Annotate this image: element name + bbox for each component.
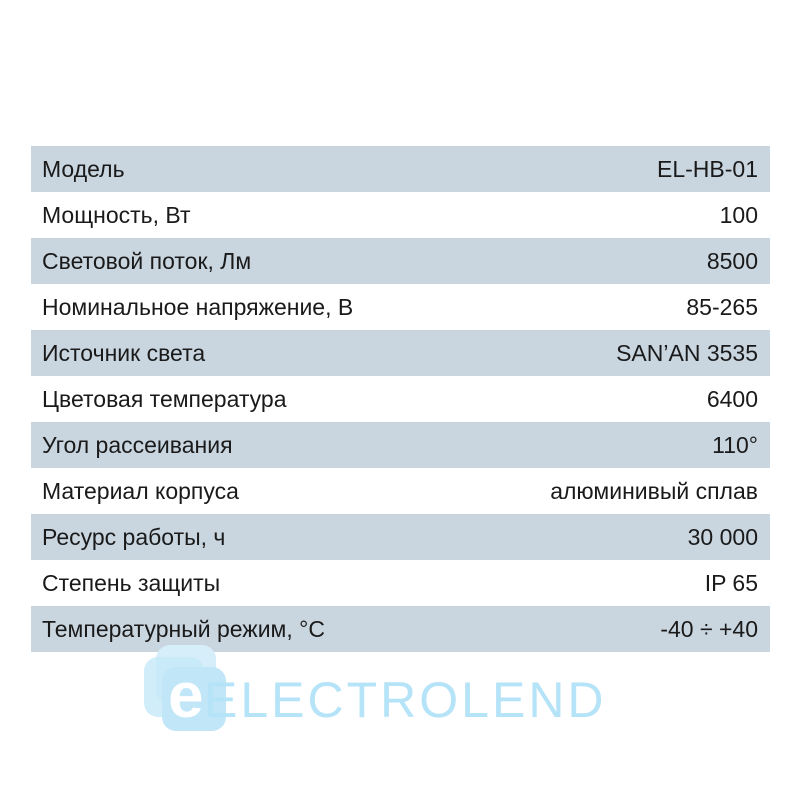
table-row: Степень защиты IP 65 xyxy=(31,560,770,606)
spec-value: алюминивый сплав xyxy=(550,477,758,504)
table-row: Номинальное напряжение, В 85-265 xyxy=(31,284,770,330)
table-row: Модель EL-HB-01 xyxy=(31,146,770,192)
spec-value: 100 xyxy=(719,201,758,228)
spec-value: -40 ÷ +40 xyxy=(660,615,758,642)
spec-value: 6400 xyxy=(706,385,758,412)
table-row: Угол рассеивания 110° xyxy=(31,422,770,468)
spec-value: IP 65 xyxy=(704,569,758,596)
table-row: Температурный режим, °C -40 ÷ +40 xyxy=(31,606,770,652)
spec-label: Температурный режим, °C xyxy=(42,615,325,642)
logo-letter: e xyxy=(168,659,204,731)
table-row: Световой поток, Лм 8500 xyxy=(31,238,770,284)
spec-value: SAN’AN 3535 xyxy=(616,339,758,366)
logo-square xyxy=(162,667,226,731)
logo-text: ELECTROLEND xyxy=(204,672,607,728)
table-row: Цветовая температура 6400 xyxy=(31,376,770,422)
spec-label: Цветовая температура xyxy=(42,385,287,412)
table-row: Материал корпуса алюминивый сплав xyxy=(31,468,770,514)
spec-label: Материал корпуса xyxy=(42,477,239,504)
spec-table: Модель EL-HB-01 Мощность, Вт 100 Световой по… xyxy=(31,146,770,652)
table-row: Мощность, Вт 100 xyxy=(31,192,770,238)
spec-value: 110° xyxy=(712,431,758,458)
electrolend-logo: e ELECTROLEND xyxy=(140,645,680,745)
spec-label: Угол рассеивания xyxy=(42,431,233,458)
spec-label: Ресурс работы, ч xyxy=(42,523,226,550)
spec-label: Степень защиты xyxy=(42,569,221,596)
spec-label: Источник света xyxy=(42,339,206,366)
spec-value: 30 000 xyxy=(687,523,758,550)
table-row: Источник света SAN’AN 3535 xyxy=(31,330,770,376)
spec-value: EL-HB-01 xyxy=(657,155,758,182)
spec-label: Модель xyxy=(42,155,125,182)
table-row: Ресурс работы, ч 30 000 xyxy=(31,514,770,560)
spec-label: Номинальное напряжение, В xyxy=(42,293,354,320)
spec-label: Мощность, Вт xyxy=(42,201,191,228)
spec-value: 85-265 xyxy=(686,293,758,320)
spec-value: 8500 xyxy=(706,247,758,274)
spec-label: Световой поток, Лм xyxy=(42,247,252,274)
